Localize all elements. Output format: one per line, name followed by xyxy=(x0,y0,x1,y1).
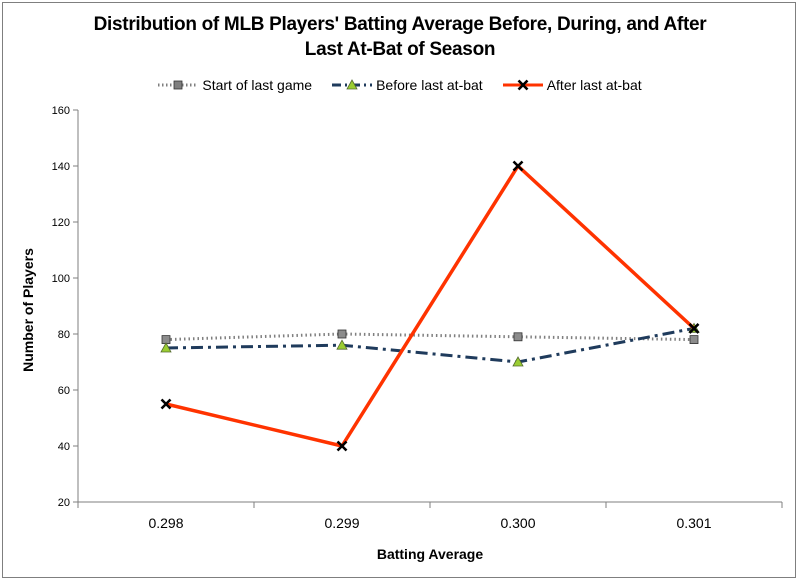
x-tick-label: 0.299 xyxy=(324,515,359,531)
y-tick-label: 20 xyxy=(58,497,70,509)
legend-label-after-last-at-bat: After last at-bat xyxy=(546,77,642,93)
data-point-after-last-at-bat-3 xyxy=(688,322,700,334)
legend-item-before-last-at-bat: Before last at-bat xyxy=(332,77,483,93)
y-tick-label: 160 xyxy=(52,105,70,117)
data-point-before-last-at-bat-1 xyxy=(336,339,348,350)
y-tick-label: 140 xyxy=(52,161,70,173)
y-tick-label: 80 xyxy=(58,329,70,341)
data-point-after-last-at-bat-0 xyxy=(160,398,172,410)
y-tick-label: 40 xyxy=(58,441,70,453)
y-tick-label: 60 xyxy=(58,385,70,397)
chart-title-line-2: Last At-Bat of Season xyxy=(304,39,496,60)
data-point-before-last-at-bat-2 xyxy=(512,356,524,367)
legend-swatch-start-of-last-game xyxy=(158,80,199,90)
series-line-after-last-at-bat xyxy=(165,164,696,448)
chart-title-line-1: Distribution of MLB Players' Batting Ave… xyxy=(93,14,707,35)
y-tick-label: 100 xyxy=(52,273,70,285)
legend-label-start-of-last-game: Start of last game xyxy=(202,77,313,93)
x-tick-label: 0.300 xyxy=(500,515,535,531)
data-point-start-of-last-game-3 xyxy=(689,335,699,345)
data-point-before-last-at-bat-0 xyxy=(160,342,172,353)
x-axis-title: Batting Average xyxy=(376,546,484,562)
x-tick-label: 0.301 xyxy=(676,515,711,531)
series-line-before-last-at-bat xyxy=(165,326,695,364)
data-point-start-of-last-game-2 xyxy=(513,332,523,342)
y-tick-label: 120 xyxy=(52,217,70,229)
data-point-after-last-at-bat-1 xyxy=(336,440,348,452)
x-tick-label: 0.298 xyxy=(148,515,183,531)
chart-title: Distribution of MLB Players' Batting Ave… xyxy=(40,12,760,62)
data-point-start-of-last-game-1 xyxy=(337,329,347,339)
legend-item-after-last-at-bat: After last at-bat xyxy=(502,77,642,93)
legend: Start of last game Before last at-bat Af… xyxy=(0,74,800,96)
data-point-after-last-at-bat-2 xyxy=(512,160,524,172)
legend-swatch-before-last-at-bat xyxy=(332,79,373,90)
legend-swatch-after-last-at-bat xyxy=(502,79,543,91)
series-line-start-of-last-game xyxy=(165,332,695,342)
legend-item-start-of-last-game: Start of last game xyxy=(158,77,312,93)
legend-label-before-last-at-bat: Before last at-bat xyxy=(376,77,483,93)
